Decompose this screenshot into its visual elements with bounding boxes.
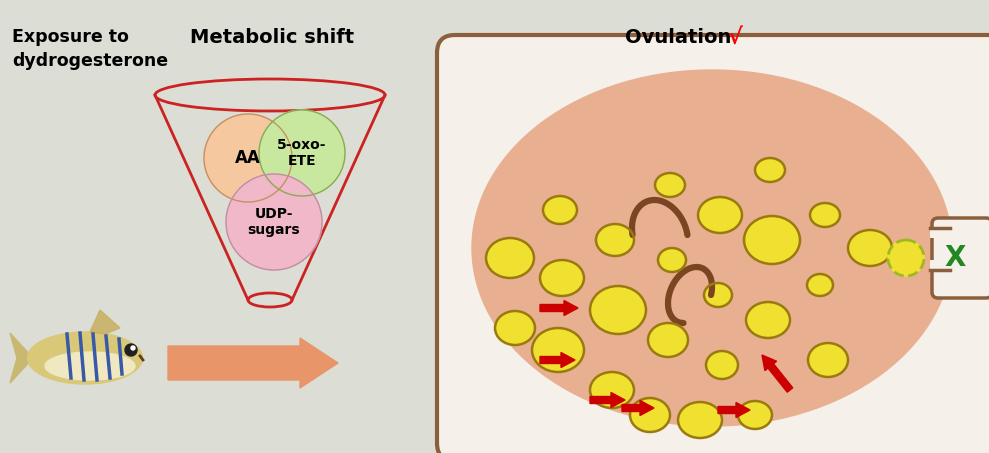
FancyBboxPatch shape	[930, 260, 948, 270]
Ellipse shape	[543, 196, 577, 224]
Circle shape	[888, 240, 924, 276]
Text: √: √	[727, 28, 742, 48]
Ellipse shape	[630, 398, 670, 432]
Circle shape	[131, 346, 135, 350]
FancyArrow shape	[590, 392, 625, 408]
FancyArrow shape	[540, 300, 578, 315]
Polygon shape	[10, 333, 33, 383]
Ellipse shape	[746, 302, 790, 338]
Ellipse shape	[704, 283, 732, 307]
Text: dydrogesterone: dydrogesterone	[12, 52, 168, 70]
Text: Exposure to: Exposure to	[12, 28, 129, 46]
FancyBboxPatch shape	[930, 228, 948, 238]
Ellipse shape	[810, 203, 840, 227]
Ellipse shape	[655, 173, 685, 197]
Text: X: X	[944, 244, 965, 272]
Ellipse shape	[590, 286, 646, 334]
Ellipse shape	[495, 311, 535, 345]
FancyArrow shape	[762, 355, 793, 392]
Ellipse shape	[532, 328, 584, 372]
Polygon shape	[90, 310, 120, 334]
Text: Metabolic shift: Metabolic shift	[190, 28, 354, 47]
Ellipse shape	[744, 216, 800, 264]
Ellipse shape	[648, 323, 688, 357]
Ellipse shape	[807, 274, 833, 296]
Ellipse shape	[486, 238, 534, 278]
Ellipse shape	[658, 248, 686, 272]
Circle shape	[226, 174, 322, 270]
FancyArrow shape	[168, 338, 338, 388]
Ellipse shape	[590, 372, 634, 408]
Text: UDP-
sugars: UDP- sugars	[247, 207, 301, 237]
Ellipse shape	[808, 343, 848, 377]
Text: AA: AA	[235, 149, 261, 167]
Circle shape	[259, 110, 345, 196]
Circle shape	[204, 114, 292, 202]
Ellipse shape	[540, 260, 584, 296]
Ellipse shape	[738, 401, 772, 429]
Ellipse shape	[706, 351, 738, 379]
FancyBboxPatch shape	[932, 218, 989, 298]
Ellipse shape	[45, 352, 135, 380]
FancyBboxPatch shape	[437, 35, 989, 453]
Text: Ovulation: Ovulation	[625, 28, 745, 47]
Ellipse shape	[678, 402, 722, 438]
Ellipse shape	[698, 197, 742, 233]
FancyArrow shape	[540, 352, 575, 367]
Text: 5-oxo-
ETE: 5-oxo- ETE	[277, 138, 326, 168]
Ellipse shape	[472, 70, 952, 426]
Ellipse shape	[755, 158, 785, 182]
Ellipse shape	[848, 230, 892, 266]
Circle shape	[125, 344, 137, 356]
FancyArrow shape	[718, 403, 750, 418]
Polygon shape	[940, 222, 985, 295]
Ellipse shape	[28, 332, 142, 384]
FancyArrow shape	[622, 400, 654, 415]
Ellipse shape	[596, 224, 634, 256]
